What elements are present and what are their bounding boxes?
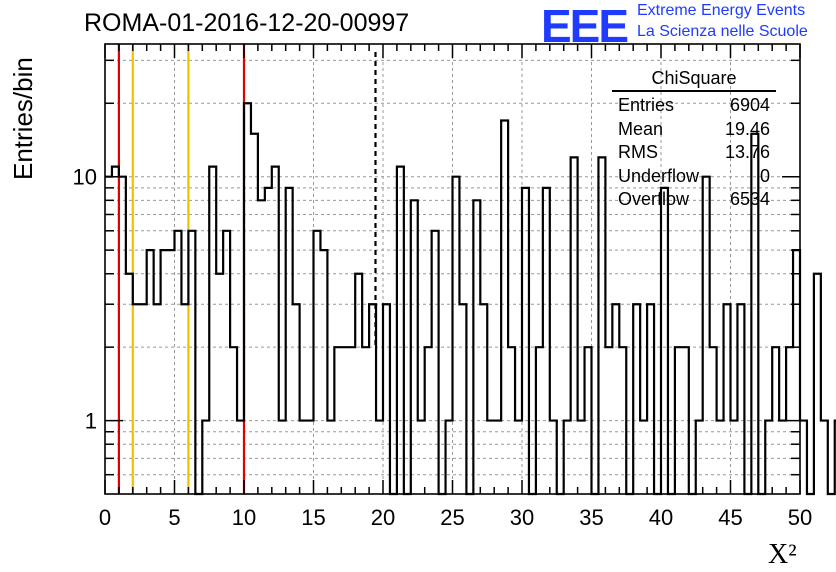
logo-line-2: La Scienza nelle Scuole xyxy=(637,23,808,40)
y-axis-label: Entries/bin xyxy=(8,57,38,180)
stats-value: 0 xyxy=(759,165,770,186)
stats-label: Overflow xyxy=(618,189,690,209)
stats-title: ChiSquare xyxy=(612,68,776,92)
stats-label: Entries xyxy=(618,95,675,115)
stats-value: 6904 xyxy=(729,95,770,115)
x-tick-label: 50 xyxy=(788,505,812,530)
x-tick-label: 30 xyxy=(510,505,534,530)
stats-value: 6534 xyxy=(729,189,770,209)
stats-value: 13.76 xyxy=(724,142,770,162)
axis-ticks: 0 5 10 15 20 25 30 35 40 45 50 1 10 xyxy=(73,44,812,530)
x-axis-label: X² xyxy=(768,539,797,570)
stats-row: RMS 13.76 xyxy=(612,141,776,165)
x-tick-label: 0 xyxy=(99,505,111,530)
y-tick-label: 10 xyxy=(73,165,97,190)
stats-label: RMS xyxy=(618,142,658,162)
x-tick-label: 10 xyxy=(232,505,256,530)
chart-title: ROMA-01-2016-12-20-00997 xyxy=(84,9,410,37)
x-tick-label: 40 xyxy=(649,505,673,530)
x-tick-label: 15 xyxy=(301,505,325,530)
x-tick-label: 35 xyxy=(579,505,603,530)
stats-label: Underflow xyxy=(618,165,700,186)
x-tick-label: 45 xyxy=(718,505,742,530)
stats-row: Entries 6904 xyxy=(612,94,776,118)
stats-value: 19.46 xyxy=(724,118,770,139)
x-tick-label: 20 xyxy=(371,505,395,530)
y-tick-label: 1 xyxy=(85,409,97,434)
stats-row: Underflow 0 xyxy=(612,165,776,189)
stats-row: Mean 19.46 xyxy=(612,118,776,142)
x-tick-label: 25 xyxy=(440,505,464,530)
stats-box: ChiSquare Entries 6904 Mean 19.46 RMS 13.76 Un… xyxy=(612,68,776,212)
x-tick-label: 5 xyxy=(168,505,180,530)
grid xyxy=(105,44,800,494)
reference-lines xyxy=(117,44,377,494)
stats-row: Overflow 6534 xyxy=(612,188,776,212)
eee-logo: EEE xyxy=(541,0,629,52)
logo-line-1: Extreme Energy Events xyxy=(637,2,806,19)
stats-label: Mean xyxy=(618,118,664,139)
